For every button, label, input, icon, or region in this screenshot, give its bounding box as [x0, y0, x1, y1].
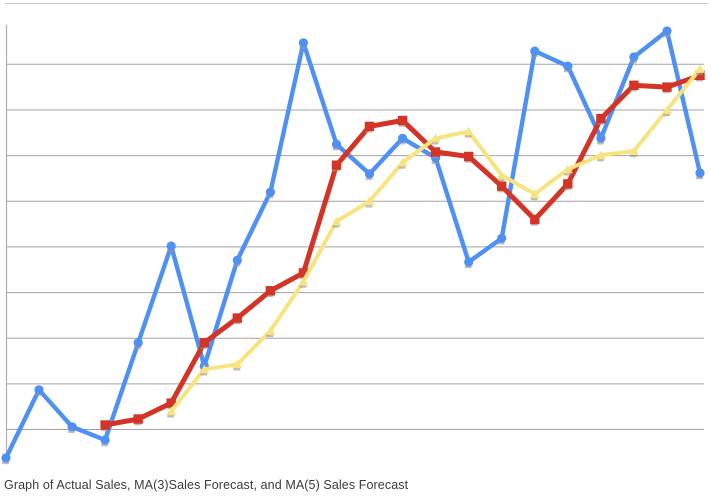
series-1 — [1, 26, 705, 465]
page-top-border — [5, 3, 708, 4]
gridlines — [6, 63, 704, 430]
chart-caption: Graph of Actual Sales, MA(3)Sales Foreca… — [4, 478, 409, 492]
series-2 — [100, 70, 705, 432]
sales-chart — [1, 25, 705, 465]
series-3 — [166, 64, 705, 418]
